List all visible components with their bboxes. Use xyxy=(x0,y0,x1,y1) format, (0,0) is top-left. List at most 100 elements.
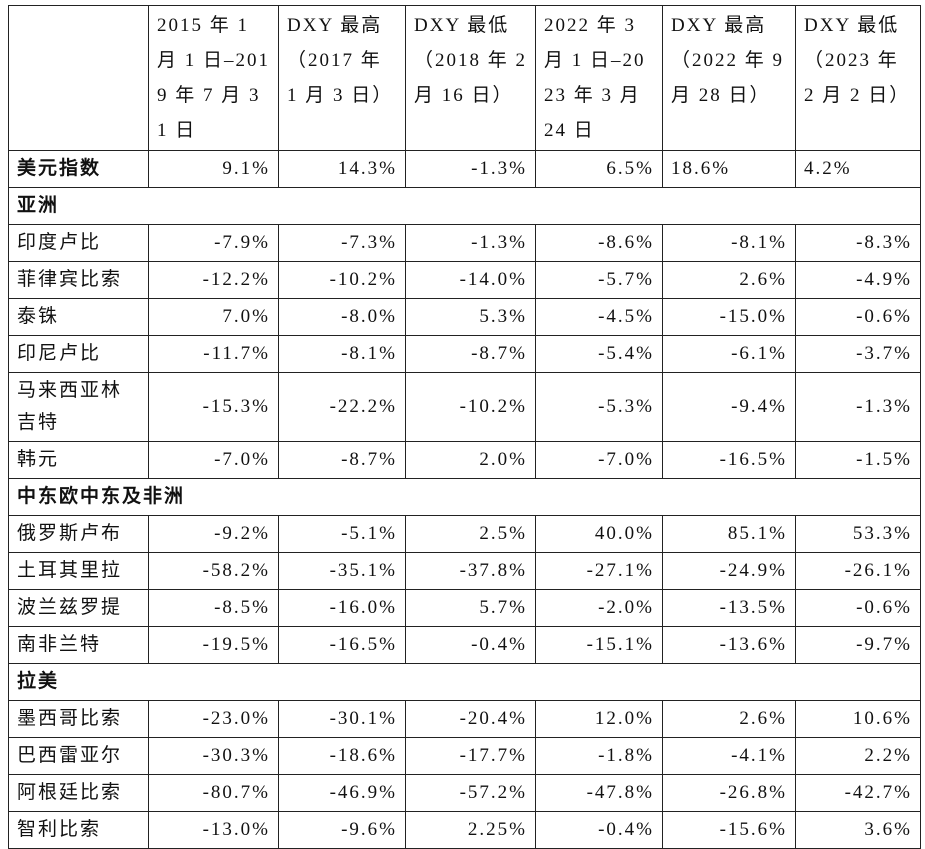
corner-cell xyxy=(8,5,149,151)
value-cell: 2.2% xyxy=(795,737,921,775)
section-label: 中东欧中东及非洲 xyxy=(8,478,921,516)
value-cell: -24.9% xyxy=(662,552,796,590)
value-cell: 2.6% xyxy=(662,261,796,299)
data-table: 2015 年 1 月 1 日–2019 年 7 月 31 日 DXY 最高（201… xyxy=(8,5,921,849)
row-label: 菲律宾比索 xyxy=(8,261,149,299)
value-cell: -23.0% xyxy=(148,700,279,738)
value-cell: -58.2% xyxy=(148,552,279,590)
table-body: 美元指数 9.1% 14.3% -1.3% 6.5% 18.6% 4.2% 亚洲 印度卢比 -7.… xyxy=(8,150,921,849)
value-cell: -5.4% xyxy=(535,335,663,373)
value-cell: -8.6% xyxy=(535,224,663,262)
data-row: 波兰兹罗提 -8.5% -16.0% 5.7% -2.0% -13.5% -0.6% xyxy=(8,589,921,627)
value-cell: -8.3% xyxy=(795,224,921,262)
value-cell: 12.0% xyxy=(535,700,663,738)
section-label: 亚洲 xyxy=(8,187,921,225)
value-cell: -30.1% xyxy=(278,700,406,738)
value-cell: -19.5% xyxy=(148,626,279,664)
value-cell: -8.0% xyxy=(278,298,406,336)
value-cell: -37.8% xyxy=(405,552,536,590)
table-header: 2015 年 1 月 1 日–2019 年 7 月 31 日 DXY 最高（201… xyxy=(8,5,921,151)
value-cell: 85.1% xyxy=(662,515,796,553)
value-cell: -0.6% xyxy=(795,589,921,627)
value-cell: -15.0% xyxy=(662,298,796,336)
row-label: 阿根廷比索 xyxy=(8,774,149,812)
value-cell: 4.2% xyxy=(795,150,921,188)
value-cell: -0.4% xyxy=(405,626,536,664)
value-cell: 2.5% xyxy=(405,515,536,553)
row-label: 智利比索 xyxy=(8,811,149,849)
value-cell: -4.5% xyxy=(535,298,663,336)
value-cell: -17.7% xyxy=(405,737,536,775)
data-row: 泰铢 7.0% -8.0% 5.3% -4.5% -15.0% -0.6% xyxy=(8,298,921,336)
value-cell: -10.2% xyxy=(278,261,406,299)
data-row: 马来西亚林吉特 -15.3% -22.2% -10.2% -5.3% -9.4% -1.3% xyxy=(8,372,921,442)
data-row: 土耳其里拉 -58.2% -35.1% -37.8% -27.1% -24.9% -26.1… xyxy=(8,552,921,590)
value-cell: -16.5% xyxy=(278,626,406,664)
column-header: DXY 最低（2018 年 2 月 16 日） xyxy=(405,5,536,151)
data-row: 印尼卢比 -11.7% -8.1% -8.7% -5.4% -6.1% -3.7% xyxy=(8,335,921,373)
value-cell: -4.9% xyxy=(795,261,921,299)
value-cell: -80.7% xyxy=(148,774,279,812)
value-cell: -46.9% xyxy=(278,774,406,812)
value-cell: 5.3% xyxy=(405,298,536,336)
value-cell: -8.5% xyxy=(148,589,279,627)
value-cell: -0.4% xyxy=(535,811,663,849)
value-cell: -13.6% xyxy=(662,626,796,664)
value-cell: -5.7% xyxy=(535,261,663,299)
row-label: 马来西亚林吉特 xyxy=(8,372,149,442)
row-label: 印度卢比 xyxy=(8,224,149,262)
value-cell: 9.1% xyxy=(148,150,279,188)
value-cell: -12.2% xyxy=(148,261,279,299)
value-cell: -7.9% xyxy=(148,224,279,262)
data-row: 菲律宾比索 -12.2% -10.2% -14.0% -5.7% 2.6% -4.9% xyxy=(8,261,921,299)
value-cell: 53.3% xyxy=(795,515,921,553)
row-label: 泰铢 xyxy=(8,298,149,336)
value-cell: -6.1% xyxy=(662,335,796,373)
value-cell: -26.1% xyxy=(795,552,921,590)
value-cell: -26.8% xyxy=(662,774,796,812)
value-cell: -15.3% xyxy=(148,372,279,442)
data-row: 印度卢比 -7.9% -7.3% -1.3% -8.6% -8.1% -8.3% xyxy=(8,224,921,262)
value-cell: -1.5% xyxy=(795,441,921,479)
value-cell: -5.3% xyxy=(535,372,663,442)
data-row: 阿根廷比索 -80.7% -46.9% -57.2% -47.8% -26.8% -42.7… xyxy=(8,774,921,812)
value-cell: -14.0% xyxy=(405,261,536,299)
value-cell: -42.7% xyxy=(795,774,921,812)
row-label: 俄罗斯卢布 xyxy=(8,515,149,553)
header-row: 2015 年 1 月 1 日–2019 年 7 月 31 日 DXY 最高（201… xyxy=(8,5,921,151)
row-label: 墨西哥比索 xyxy=(8,700,149,738)
value-cell: -1.3% xyxy=(795,372,921,442)
value-cell: -16.5% xyxy=(662,441,796,479)
value-cell: -15.1% xyxy=(535,626,663,664)
value-cell: 10.6% xyxy=(795,700,921,738)
value-cell: -1.3% xyxy=(405,150,536,188)
column-header: DXY 最高（2017 年 1 月 3 日） xyxy=(278,5,406,151)
data-row: 南非兰特 -19.5% -16.5% -0.4% -15.1% -13.6% -9.7% xyxy=(8,626,921,664)
value-cell: -15.6% xyxy=(662,811,796,849)
value-cell: -30.3% xyxy=(148,737,279,775)
value-cell: 3.6% xyxy=(795,811,921,849)
value-cell: -10.2% xyxy=(405,372,536,442)
value-cell: 2.25% xyxy=(405,811,536,849)
data-row: 墨西哥比索 -23.0% -30.1% -20.4% 12.0% 2.6% 10.6% xyxy=(8,700,921,738)
data-row: 美元指数 9.1% 14.3% -1.3% 6.5% 18.6% 4.2% xyxy=(8,150,921,188)
row-label: 巴西雷亚尔 xyxy=(8,737,149,775)
value-cell: -11.7% xyxy=(148,335,279,373)
section-label: 拉美 xyxy=(8,663,921,701)
value-cell: -9.6% xyxy=(278,811,406,849)
value-cell: -27.1% xyxy=(535,552,663,590)
value-cell: -9.4% xyxy=(662,372,796,442)
value-cell: -20.4% xyxy=(405,700,536,738)
value-cell: -7.3% xyxy=(278,224,406,262)
value-cell: -35.1% xyxy=(278,552,406,590)
value-cell: -2.0% xyxy=(535,589,663,627)
value-cell: -7.0% xyxy=(148,441,279,479)
data-row: 巴西雷亚尔 -30.3% -18.6% -17.7% -1.8% -4.1% 2.2% xyxy=(8,737,921,775)
value-cell: -16.0% xyxy=(278,589,406,627)
column-header: DXY 最低（2023 年 2 月 2 日） xyxy=(795,5,921,151)
value-cell: -4.1% xyxy=(662,737,796,775)
value-cell: 6.5% xyxy=(535,150,663,188)
value-cell: 2.6% xyxy=(662,700,796,738)
value-cell: -8.7% xyxy=(278,441,406,479)
value-cell: -9.7% xyxy=(795,626,921,664)
